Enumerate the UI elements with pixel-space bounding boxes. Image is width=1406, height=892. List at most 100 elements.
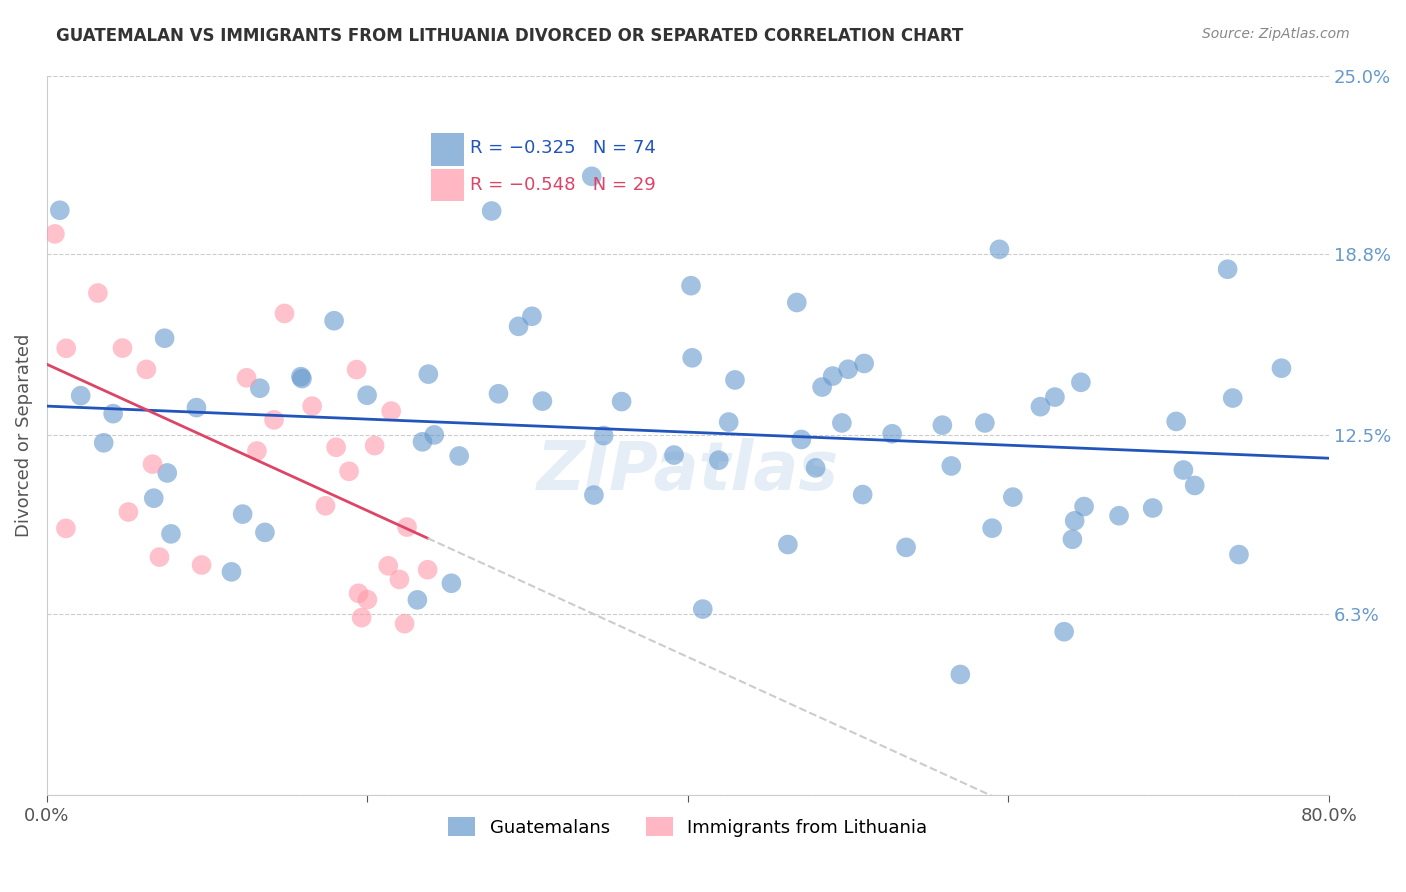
Legend: Guatemalans, Immigrants from Lithuania: Guatemalans, Immigrants from Lithuania	[441, 810, 935, 844]
Point	[882, 426, 904, 441]
Point	[973, 416, 995, 430]
Point	[582, 488, 605, 502]
Point	[337, 464, 360, 478]
Point	[1070, 376, 1092, 390]
Point	[142, 491, 165, 505]
Point	[717, 415, 740, 429]
Point	[804, 461, 827, 475]
Point	[291, 371, 314, 385]
Bar	[432, 169, 464, 202]
Point	[831, 416, 853, 430]
Point	[786, 295, 808, 310]
Point	[315, 499, 337, 513]
Point	[508, 319, 530, 334]
Point	[346, 362, 368, 376]
Point	[416, 563, 439, 577]
Point	[148, 550, 170, 565]
Point	[592, 428, 614, 442]
Point	[581, 169, 603, 184]
Point	[520, 310, 543, 324]
Point	[1001, 490, 1024, 504]
Point	[117, 505, 139, 519]
Point	[246, 444, 269, 458]
Point	[1227, 548, 1250, 562]
Text: Source: ZipAtlas.com: Source: ZipAtlas.com	[1202, 27, 1350, 41]
Point	[423, 428, 446, 442]
Point	[301, 399, 323, 413]
Point	[347, 586, 370, 600]
Point	[350, 610, 373, 624]
Point	[93, 435, 115, 450]
Point	[153, 331, 176, 345]
Text: ZIPatlas: ZIPatlas	[537, 439, 839, 505]
Point	[160, 527, 183, 541]
Point	[273, 306, 295, 320]
Point	[55, 341, 77, 355]
Point	[290, 369, 312, 384]
Point	[142, 457, 165, 471]
Point	[263, 413, 285, 427]
Point	[394, 616, 416, 631]
Y-axis label: Divorced or Separated: Divorced or Separated	[15, 334, 32, 537]
Point	[707, 453, 730, 467]
Point	[1222, 391, 1244, 405]
Point	[1029, 400, 1052, 414]
Point	[949, 667, 972, 681]
Point	[1063, 514, 1085, 528]
Point	[323, 314, 346, 328]
Point	[235, 371, 257, 385]
Point	[325, 440, 347, 454]
Point	[356, 388, 378, 402]
Point	[790, 433, 813, 447]
Point	[1184, 478, 1206, 492]
Point	[156, 466, 179, 480]
Point	[135, 362, 157, 376]
Point	[776, 537, 799, 551]
Point	[852, 487, 875, 501]
Point	[1108, 508, 1130, 523]
Point	[1062, 533, 1084, 547]
Point	[87, 286, 110, 301]
Point	[101, 407, 124, 421]
Point	[411, 434, 433, 449]
Point	[1216, 262, 1239, 277]
Point	[811, 380, 834, 394]
Point	[988, 243, 1011, 257]
Point	[1166, 414, 1188, 428]
Text: R = −0.548   N = 29: R = −0.548 N = 29	[470, 176, 655, 194]
Point	[44, 227, 66, 241]
Point	[1053, 624, 1076, 639]
Point	[821, 369, 844, 384]
Point	[186, 401, 208, 415]
Point	[488, 386, 510, 401]
Point	[253, 525, 276, 540]
Point	[1142, 501, 1164, 516]
Point	[55, 521, 77, 535]
Point	[692, 602, 714, 616]
Point	[190, 558, 212, 572]
Point	[1073, 500, 1095, 514]
Text: GUATEMALAN VS IMMIGRANTS FROM LITHUANIA DIVORCED OR SEPARATED CORRELATION CHART: GUATEMALAN VS IMMIGRANTS FROM LITHUANIA …	[56, 27, 963, 45]
Bar	[432, 133, 464, 166]
Point	[662, 448, 685, 462]
Point	[931, 418, 953, 433]
Point	[531, 394, 554, 409]
Point	[724, 373, 747, 387]
Point	[610, 394, 633, 409]
Point	[69, 389, 91, 403]
Point	[49, 203, 72, 218]
Point	[679, 278, 702, 293]
Point	[395, 520, 418, 534]
Point	[356, 592, 378, 607]
Point	[941, 458, 963, 473]
Point	[377, 558, 399, 573]
Point	[449, 449, 471, 463]
Point	[232, 507, 254, 521]
Point	[249, 381, 271, 395]
Point	[406, 593, 429, 607]
Point	[981, 521, 1004, 535]
Point	[111, 341, 134, 355]
Point	[388, 573, 411, 587]
Point	[837, 362, 859, 376]
Point	[1043, 390, 1066, 404]
